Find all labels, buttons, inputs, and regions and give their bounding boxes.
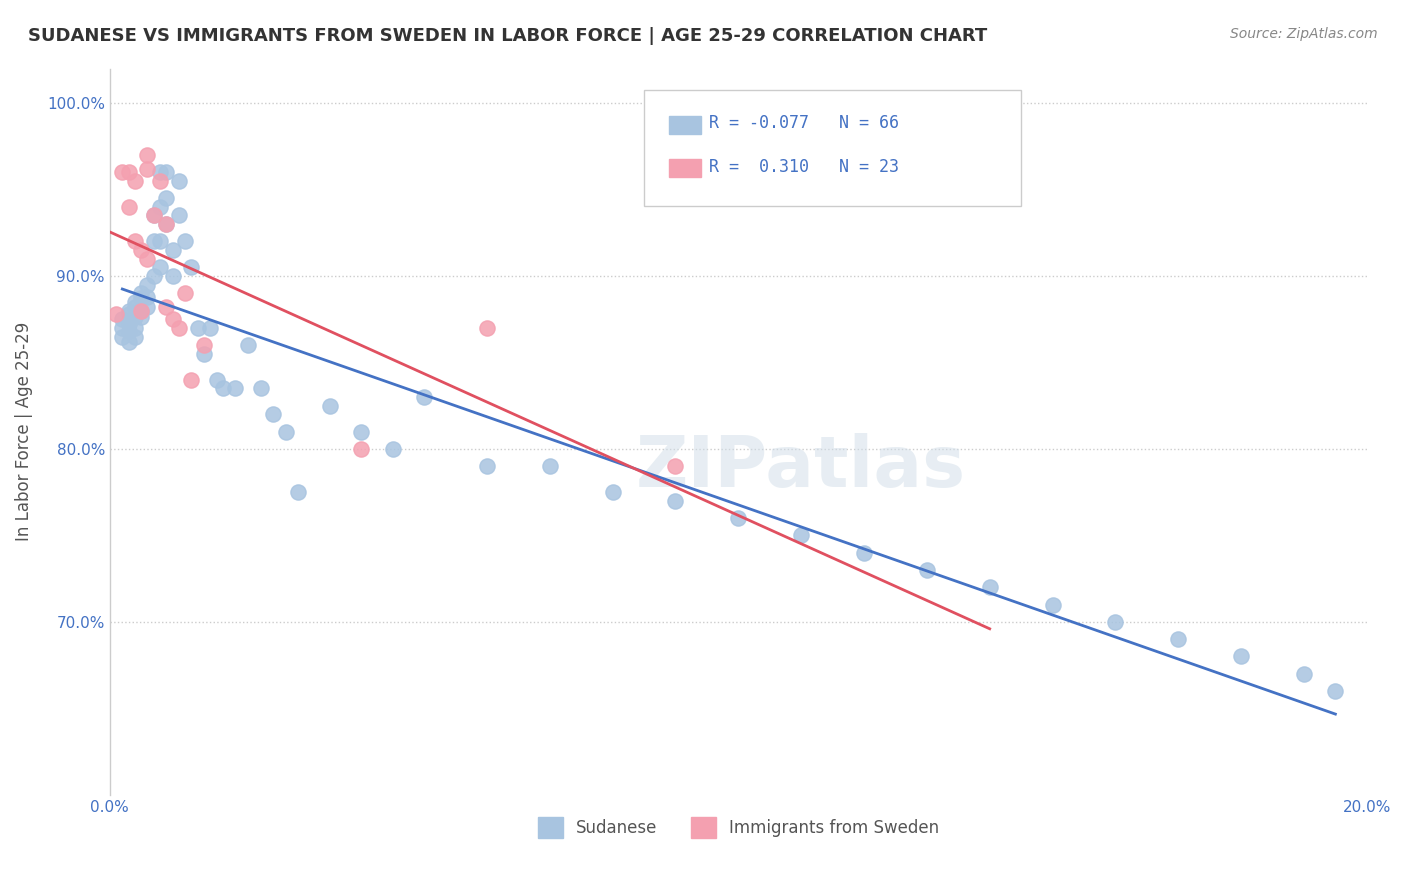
Point bbox=[136, 148, 159, 162]
Point bbox=[664, 459, 686, 474]
Point bbox=[111, 165, 134, 179]
FancyBboxPatch shape bbox=[644, 90, 1021, 206]
Point bbox=[193, 338, 215, 352]
Y-axis label: In Labor Force | Age 25-29: In Labor Force | Age 25-29 bbox=[15, 322, 32, 541]
Bar bbox=[669, 160, 700, 178]
Point bbox=[274, 425, 297, 439]
Point bbox=[149, 174, 172, 188]
Point bbox=[162, 312, 184, 326]
Point bbox=[136, 252, 159, 266]
Point bbox=[136, 300, 159, 314]
Point bbox=[136, 161, 159, 176]
Point bbox=[129, 303, 152, 318]
Point bbox=[1230, 649, 1253, 664]
Point bbox=[187, 321, 209, 335]
Point bbox=[167, 321, 190, 335]
Point bbox=[111, 321, 134, 335]
Point bbox=[381, 442, 404, 456]
Point bbox=[224, 381, 246, 395]
Text: R = -0.077   N = 66: R = -0.077 N = 66 bbox=[710, 114, 900, 132]
Point bbox=[105, 307, 128, 321]
Point bbox=[142, 209, 165, 223]
Point bbox=[174, 286, 197, 301]
Point bbox=[180, 373, 202, 387]
Bar bbox=[669, 116, 700, 134]
Point bbox=[149, 260, 172, 275]
Point bbox=[129, 310, 152, 325]
Point bbox=[117, 334, 139, 349]
Point bbox=[287, 485, 309, 500]
Point bbox=[1042, 598, 1064, 612]
Point bbox=[124, 300, 146, 314]
Text: Source: ZipAtlas.com: Source: ZipAtlas.com bbox=[1230, 27, 1378, 41]
Point bbox=[155, 165, 177, 179]
Point bbox=[664, 493, 686, 508]
Point bbox=[1167, 632, 1189, 646]
Point bbox=[149, 235, 172, 249]
Point bbox=[117, 165, 139, 179]
Text: SUDANESE VS IMMIGRANTS FROM SWEDEN IN LABOR FORCE | AGE 25-29 CORRELATION CHART: SUDANESE VS IMMIGRANTS FROM SWEDEN IN LA… bbox=[28, 27, 987, 45]
Point bbox=[350, 442, 373, 456]
Point bbox=[350, 425, 373, 439]
Point bbox=[155, 217, 177, 231]
Point bbox=[319, 399, 342, 413]
Point bbox=[1324, 684, 1347, 698]
Point bbox=[155, 217, 177, 231]
Point bbox=[212, 381, 235, 395]
Point bbox=[236, 338, 259, 352]
Point bbox=[193, 347, 215, 361]
Point bbox=[149, 165, 172, 179]
Point bbox=[413, 390, 436, 404]
Point bbox=[117, 307, 139, 321]
Point bbox=[111, 312, 134, 326]
Point bbox=[124, 321, 146, 335]
Point bbox=[727, 511, 749, 525]
Point bbox=[167, 209, 190, 223]
Point bbox=[124, 329, 146, 343]
Point bbox=[538, 459, 561, 474]
Point bbox=[174, 235, 197, 249]
Point bbox=[136, 290, 159, 304]
Point bbox=[142, 268, 165, 283]
Point bbox=[117, 318, 139, 332]
Point bbox=[602, 485, 624, 500]
Point bbox=[124, 294, 146, 309]
Text: R =  0.310   N = 23: R = 0.310 N = 23 bbox=[710, 158, 900, 176]
Point bbox=[129, 243, 152, 257]
Point bbox=[1104, 615, 1126, 629]
Text: ZIPatlas: ZIPatlas bbox=[636, 434, 966, 502]
Point bbox=[167, 174, 190, 188]
Point bbox=[1292, 666, 1315, 681]
Point bbox=[155, 191, 177, 205]
Point bbox=[790, 528, 813, 542]
Legend: Sudanese, Immigrants from Sweden: Sudanese, Immigrants from Sweden bbox=[531, 811, 946, 845]
Point bbox=[149, 200, 172, 214]
Point bbox=[129, 292, 152, 306]
Point bbox=[180, 260, 202, 275]
Point bbox=[475, 459, 498, 474]
Point bbox=[124, 310, 146, 325]
Point bbox=[853, 546, 876, 560]
Point bbox=[142, 209, 165, 223]
Point bbox=[915, 563, 938, 577]
Point bbox=[200, 321, 222, 335]
Point bbox=[475, 321, 498, 335]
Point bbox=[129, 286, 152, 301]
Point bbox=[162, 243, 184, 257]
Point bbox=[117, 324, 139, 338]
Point bbox=[249, 381, 271, 395]
Point bbox=[205, 373, 228, 387]
Point bbox=[162, 268, 184, 283]
Point bbox=[155, 300, 177, 314]
Point bbox=[117, 200, 139, 214]
Point bbox=[979, 580, 1001, 594]
Point bbox=[124, 174, 146, 188]
Point bbox=[111, 329, 134, 343]
Point bbox=[262, 407, 284, 421]
Point bbox=[142, 235, 165, 249]
Point bbox=[136, 277, 159, 292]
Point bbox=[117, 303, 139, 318]
Point bbox=[124, 235, 146, 249]
Point bbox=[129, 303, 152, 318]
